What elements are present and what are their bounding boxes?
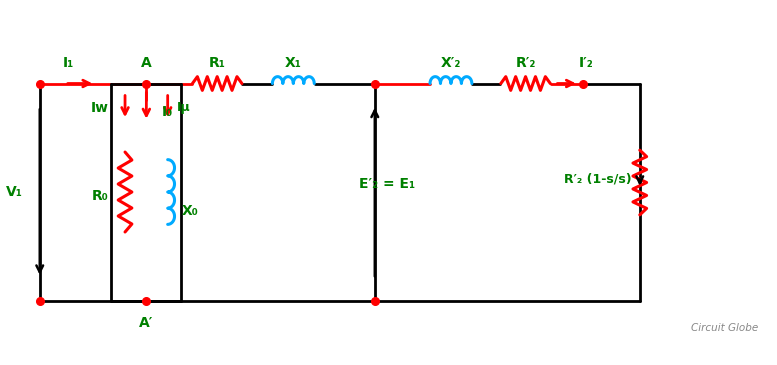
Text: R₀: R₀ xyxy=(92,189,108,203)
Text: R₁: R₁ xyxy=(209,56,225,70)
Text: X₁: X₁ xyxy=(285,56,301,70)
Text: I′₂: I′₂ xyxy=(579,56,594,70)
Text: X₀: X₀ xyxy=(181,204,198,218)
Text: X′₂: X′₂ xyxy=(441,56,461,70)
Text: V₁: V₁ xyxy=(6,185,23,199)
Text: I₁: I₁ xyxy=(63,56,75,70)
Text: Iμ: Iμ xyxy=(177,101,190,114)
Text: I₀: I₀ xyxy=(162,105,172,119)
Text: Circuit Globe: Circuit Globe xyxy=(691,323,758,333)
Text: R′₂ (1-s/s): R′₂ (1-s/s) xyxy=(564,172,632,185)
Text: E′₂ = E₁: E′₂ = E₁ xyxy=(359,177,415,191)
Text: Iᴡ: Iᴡ xyxy=(90,101,108,115)
Text: A: A xyxy=(141,56,152,70)
Text: A′: A′ xyxy=(139,316,154,330)
Text: R′₂: R′₂ xyxy=(515,56,536,70)
